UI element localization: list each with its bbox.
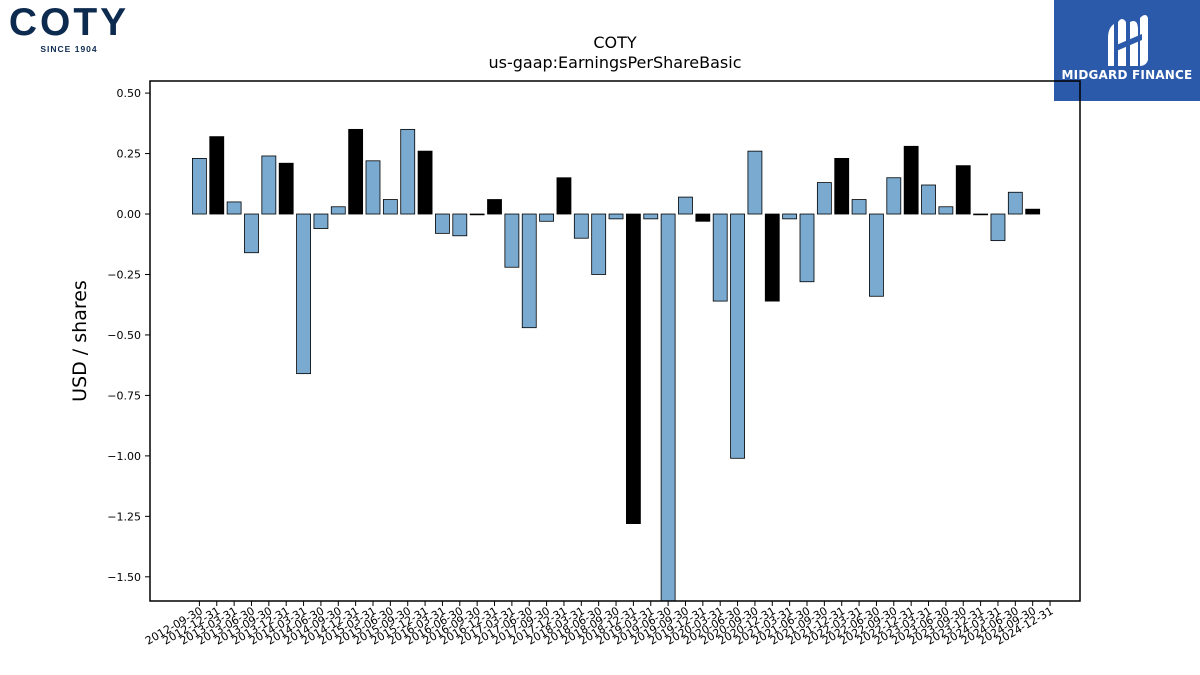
bar [348, 128, 364, 215]
bar [313, 213, 329, 229]
bar [782, 213, 798, 220]
bar [191, 157, 207, 215]
y-tick-label: −0.50 [107, 329, 141, 342]
bar [539, 213, 554, 222]
bar [278, 162, 294, 215]
midgard-name: MIDGARD FINANCE [1061, 68, 1193, 82]
bar [504, 213, 520, 268]
bar [678, 196, 693, 215]
y-tick-label: −0.75 [107, 389, 141, 402]
bar-series [191, 128, 1041, 602]
bar [799, 213, 815, 283]
bar [330, 206, 346, 215]
bar [417, 150, 433, 215]
bar [365, 160, 381, 215]
bar [382, 199, 398, 215]
chart-subtitle: us-gaap:EarningsPerShareBasic [488, 53, 741, 72]
bar [452, 213, 468, 237]
bar [955, 165, 971, 215]
bar [938, 206, 954, 215]
plot-frame [149, 80, 1081, 602]
bar [1007, 191, 1023, 215]
bar [973, 213, 988, 216]
bar [730, 213, 745, 459]
bar [435, 213, 450, 234]
y-tick-label: 0.00 [117, 208, 142, 221]
bar [487, 199, 502, 215]
bar [816, 182, 832, 215]
bar [643, 213, 659, 220]
bar [990, 213, 1006, 242]
bar [695, 213, 711, 222]
y-tick-label: −1.50 [107, 571, 141, 584]
bar [556, 177, 572, 215]
midgard-finance-badge: MIDGARD FINANCE [1054, 0, 1200, 101]
y-axis: 0.50 0.25 0.00 −0.25 −0.50 −0.75 −1.00 −1.25 −1.… [107, 87, 150, 584]
y-tick-label: −1.25 [107, 510, 141, 523]
bar [521, 213, 537, 329]
y-tick-label: 0.50 [117, 87, 142, 100]
bar [469, 213, 485, 216]
bar [712, 213, 728, 302]
x-axis: 2012-09-302012-12-312013-03-312013-06-30… [143, 601, 1056, 648]
coty-logo-wordmark: COTY [8, 1, 130, 44]
bar [747, 150, 763, 215]
bar [244, 213, 259, 254]
bar [903, 145, 919, 215]
bar [660, 213, 676, 602]
bar [921, 184, 936, 215]
chart-title: COTY [593, 33, 637, 52]
midgard-logo-icon [1108, 15, 1148, 66]
bar [1025, 208, 1041, 215]
bar [851, 199, 867, 215]
bar [400, 128, 416, 215]
bar [764, 213, 780, 302]
bar [296, 213, 311, 375]
bar [591, 213, 607, 275]
bar [226, 201, 242, 215]
bar [886, 177, 902, 215]
bar [608, 213, 624, 220]
bar [209, 136, 225, 215]
y-tick-label: −0.25 [107, 268, 141, 281]
bar [626, 213, 641, 525]
coty-logo-tagline: SINCE 1904 [40, 44, 98, 54]
coty-logo: COTY SINCE 1904 [6, 1, 132, 55]
y-axis-label: USD / shares [69, 280, 91, 402]
bar [261, 155, 277, 215]
bar [573, 213, 589, 239]
bar [834, 157, 850, 215]
bar [869, 213, 884, 297]
y-tick-label: −1.00 [107, 450, 141, 463]
y-tick-label: 0.25 [117, 148, 142, 161]
